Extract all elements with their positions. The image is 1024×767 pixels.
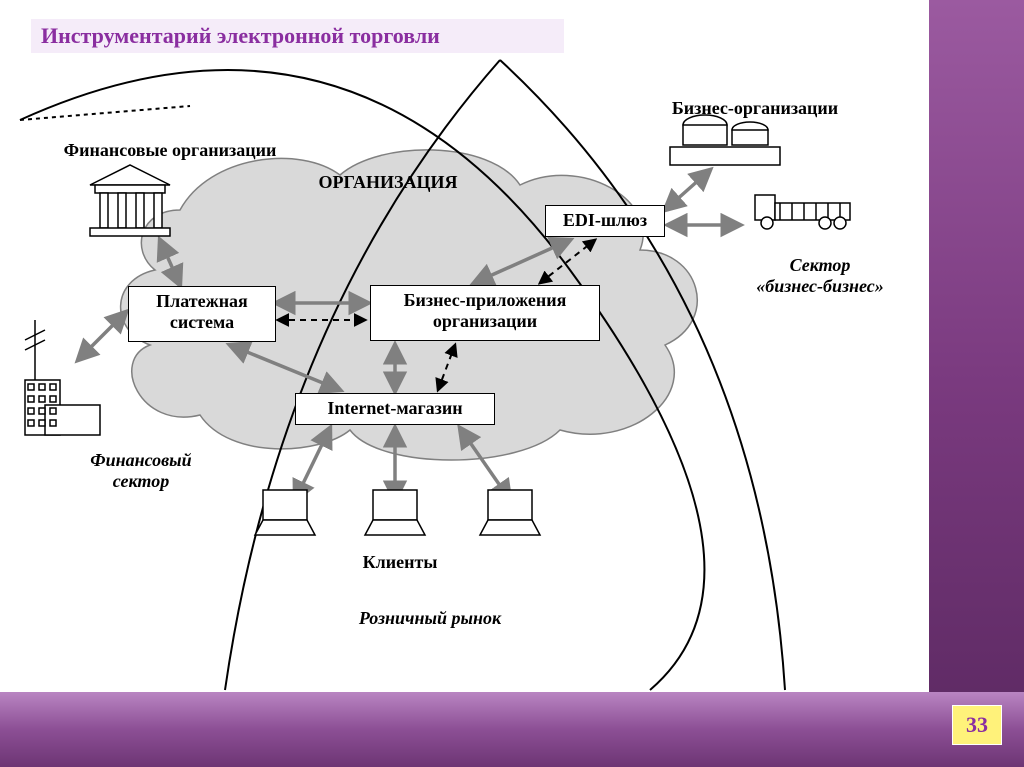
biz-org-label: Бизнес-организации [640,98,870,119]
retail-label: Розничный рынок [300,608,560,629]
store-box: Internet-магазин [295,393,495,425]
warehouse-icon [670,115,780,165]
bank-icon [90,165,170,236]
edi-label: EDI-шлюз [563,210,647,230]
biz-apps-line1: Бизнес-приложения [404,290,567,310]
slide-canvas: Инструментарий электронной торговли EDI-… [0,0,929,692]
fin-sector-line1: Финансовый [90,450,191,470]
building-icon [25,320,100,435]
store-label: Internet-магазин [327,398,462,418]
edi-box: EDI-шлюз [545,205,665,237]
laptop-icon [365,490,425,535]
page-number-badge: 33 [952,705,1002,745]
bg-gradient-right [929,0,1024,767]
payment-line1: Платежная [156,291,248,311]
org-heading: ОРГАНИЗАЦИЯ [278,172,498,193]
biz-apps-line2: организации [433,311,537,331]
laptop-icon [480,490,540,535]
fin-org-label: Финансовые организации [40,140,300,161]
fin-sector-label: Финансовый сектор [56,450,226,492]
b2b-line2: «бизнес-бизнес» [756,276,884,296]
arrow-solid [78,312,126,360]
truck-icon [755,195,850,229]
payment-box: Платежная система [128,286,276,342]
payment-line2: система [170,312,234,332]
clients-label: Клиенты [340,552,460,573]
b2b-sector-label: Сектор «бизнес-бизнес» [720,255,920,297]
bg-gradient-bottom [0,692,1024,767]
arrow-solid [665,170,710,210]
biz-apps-box: Бизнес-приложения организации [370,285,600,341]
fin-sector-line2: сектор [113,471,169,491]
laptop-icon [255,490,315,535]
b2b-line1: Сектор [790,255,851,275]
